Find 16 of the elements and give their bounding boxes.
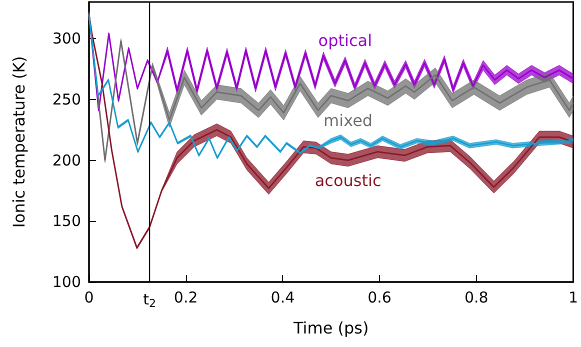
x-tick-label: 1 [568, 288, 578, 306]
y-tick-label: 100 [52, 273, 81, 291]
x-tick-label: 0.4 [270, 288, 295, 306]
x-tick-label: 0.6 [368, 288, 392, 306]
y-tick-label: 250 [52, 90, 81, 108]
x-tick-label: 0.2 [174, 288, 198, 306]
y-tick-label: 200 [52, 151, 81, 170]
series-label: mixed [324, 111, 373, 130]
x-tick-label: 0 [84, 288, 94, 306]
x-axis-title: Time (ps) [292, 318, 369, 338]
series-label: optical [318, 30, 372, 50]
series-label: acoustic [314, 170, 382, 190]
y-axis-title: Ionic temperature (K) [10, 56, 28, 228]
x-tick-label: 0.8 [464, 288, 488, 306]
y-tick-label: 300 [52, 30, 81, 48]
y-tick-label: 150 [52, 212, 81, 230]
